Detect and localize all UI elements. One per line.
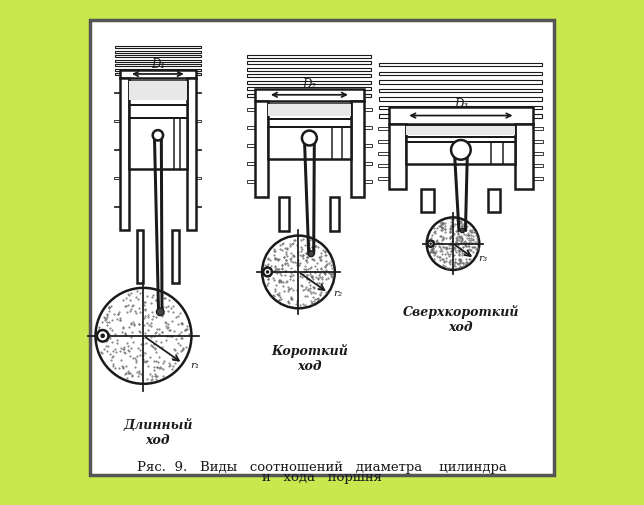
Bar: [137, 230, 144, 283]
Bar: [379, 80, 542, 84]
Bar: [196, 92, 202, 93]
Bar: [533, 152, 544, 155]
Circle shape: [266, 270, 269, 274]
Bar: [379, 106, 542, 110]
Bar: [421, 189, 433, 212]
Bar: [247, 180, 255, 182]
Bar: [488, 189, 500, 212]
Text: D₁: D₁: [151, 59, 165, 71]
Bar: [533, 140, 544, 142]
Bar: [379, 165, 389, 167]
Bar: [389, 108, 533, 124]
Bar: [268, 104, 351, 116]
Bar: [279, 197, 289, 230]
Bar: [187, 78, 196, 230]
Bar: [406, 126, 515, 135]
Bar: [379, 152, 389, 155]
Text: и   хода   поршня: и хода поршня: [262, 471, 382, 484]
Bar: [379, 115, 542, 118]
Bar: [247, 109, 255, 111]
Bar: [379, 89, 542, 92]
Circle shape: [460, 228, 464, 233]
Bar: [379, 72, 542, 75]
Bar: [115, 55, 201, 57]
Bar: [247, 74, 372, 77]
Bar: [351, 101, 364, 197]
Bar: [389, 124, 406, 189]
Circle shape: [302, 131, 317, 145]
Bar: [247, 94, 372, 96]
Bar: [120, 78, 129, 230]
Bar: [115, 69, 201, 71]
Text: r₂: r₂: [334, 289, 343, 298]
Circle shape: [95, 288, 191, 384]
Circle shape: [262, 235, 335, 308]
Bar: [364, 163, 372, 165]
Circle shape: [427, 218, 479, 270]
Bar: [115, 60, 201, 62]
Bar: [115, 149, 120, 150]
Bar: [364, 144, 372, 146]
Bar: [247, 144, 255, 146]
Bar: [533, 177, 544, 180]
Bar: [196, 149, 202, 150]
Circle shape: [263, 268, 272, 276]
Bar: [247, 126, 255, 129]
Bar: [364, 126, 372, 129]
Text: D₃: D₃: [454, 97, 468, 111]
Circle shape: [451, 140, 471, 160]
Bar: [379, 177, 389, 180]
Circle shape: [97, 330, 108, 341]
Bar: [247, 87, 372, 90]
Bar: [115, 46, 201, 48]
Text: Сверхкороткий
ход: Сверхкороткий ход: [402, 305, 519, 334]
Bar: [129, 81, 187, 169]
Bar: [115, 64, 201, 66]
Text: r₃: r₃: [478, 255, 488, 263]
Bar: [115, 92, 120, 93]
Circle shape: [428, 240, 434, 247]
Bar: [172, 230, 179, 283]
Bar: [196, 206, 202, 207]
Bar: [129, 81, 187, 100]
Bar: [120, 70, 196, 78]
Bar: [255, 101, 268, 197]
Bar: [115, 177, 120, 179]
Bar: [115, 50, 201, 53]
Bar: [196, 177, 202, 179]
Bar: [379, 97, 542, 101]
Text: Ряс.  9.   Виды   соотношений   диаметра    цилиндра: Ряс. 9. Виды соотношений диаметра цилинд…: [137, 461, 507, 474]
Bar: [247, 68, 372, 71]
Bar: [364, 109, 372, 111]
Bar: [255, 88, 364, 101]
Bar: [196, 120, 202, 122]
Bar: [515, 124, 533, 189]
Bar: [115, 73, 201, 75]
Circle shape: [430, 242, 432, 245]
Bar: [379, 63, 542, 67]
Text: D₂: D₂: [302, 78, 316, 91]
Bar: [115, 206, 120, 207]
Bar: [379, 140, 389, 142]
Bar: [533, 165, 544, 167]
Circle shape: [308, 251, 314, 257]
Text: r₁: r₁: [190, 361, 199, 370]
Bar: [406, 126, 515, 164]
Text: Длинный
ход: Длинный ход: [123, 419, 193, 447]
Bar: [247, 81, 372, 84]
Bar: [379, 127, 389, 130]
Circle shape: [100, 333, 105, 338]
Bar: [268, 104, 351, 159]
Bar: [247, 55, 372, 58]
Bar: [115, 120, 120, 122]
Circle shape: [156, 308, 164, 316]
Bar: [247, 163, 255, 165]
Bar: [330, 197, 339, 230]
Bar: [364, 180, 372, 182]
Text: Короткий
ход: Короткий ход: [271, 343, 348, 373]
Bar: [247, 61, 372, 64]
Bar: [533, 127, 544, 130]
Circle shape: [153, 130, 163, 140]
